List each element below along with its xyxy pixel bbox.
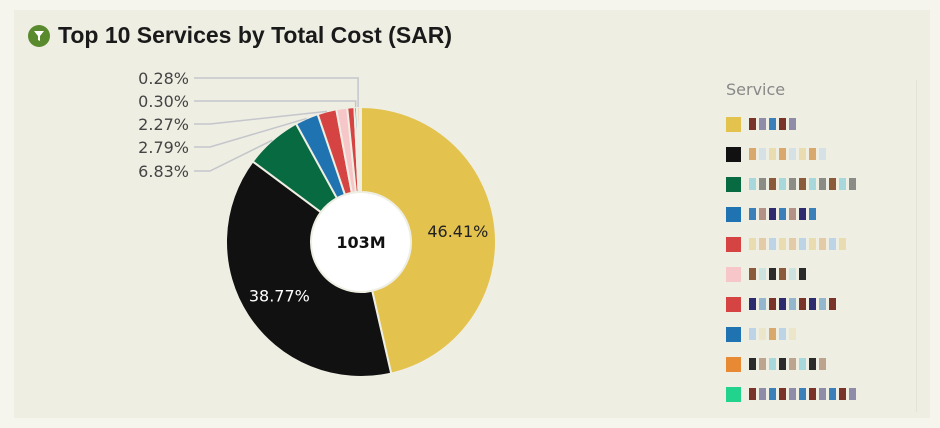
redacted-service-name (749, 388, 856, 400)
redacted-service-name (749, 358, 826, 370)
slice-9[interactable] (358, 105, 362, 194)
chart-panel: Top 10 Services by Total Cost (SAR) 46.4… (14, 10, 930, 418)
legend-swatch (726, 206, 741, 222)
legend-swatch (726, 386, 741, 402)
redacted-service-name (749, 208, 816, 220)
redacted-service-name (749, 268, 806, 280)
donut-hole (312, 193, 410, 291)
legend-swatch (726, 146, 741, 162)
center-total-label: 103M (336, 233, 385, 252)
legend-swatch (726, 266, 741, 282)
data-label-0: 46.41% (427, 222, 488, 241)
legend-item[interactable] (726, 109, 916, 139)
redacted-service-name (749, 328, 796, 340)
leader-line-7 (194, 100, 357, 108)
legend-item[interactable] (726, 259, 916, 289)
data-label-4: 2.27% (138, 115, 189, 134)
legend-swatch (726, 176, 741, 192)
redacted-service-name (749, 238, 846, 250)
legend-item[interactable] (726, 139, 916, 169)
legend: Service (726, 80, 917, 412)
chart-title: Top 10 Services by Total Cost (SAR) (28, 22, 452, 49)
leader-line-2 (194, 139, 273, 172)
legend-item[interactable] (726, 349, 916, 379)
redacted-service-name (749, 118, 796, 130)
data-label-3: 2.79% (138, 138, 189, 157)
leader-line-3 (194, 117, 307, 148)
data-label-2: 6.83% (138, 162, 189, 181)
legend-item[interactable] (726, 199, 916, 229)
slice-0[interactable] (360, 105, 497, 375)
legend-swatch (726, 236, 741, 252)
redacted-service-name (749, 298, 836, 310)
legend-item[interactable] (726, 229, 916, 259)
legend-swatch (726, 326, 741, 342)
legend-item[interactable] (726, 169, 916, 199)
data-label-1: 38.77% (249, 286, 310, 305)
legend-swatch (726, 116, 741, 132)
redacted-service-name (749, 148, 826, 160)
leader-line-4 (194, 110, 327, 125)
legend-item[interactable] (726, 289, 916, 319)
legend-swatch (726, 356, 741, 372)
donut-chart: 46.41% 38.77% 0.28% 0.30% 2.27% 2.79% 6.83% 103… (138, 69, 497, 378)
leader-line-8 (194, 77, 359, 108)
redacted-service-name (749, 178, 856, 190)
data-label-8: 0.28% (138, 69, 189, 88)
legend-swatch (726, 296, 741, 312)
slice-1[interactable] (225, 160, 393, 378)
legend-item[interactable] (726, 319, 916, 349)
filter-icon[interactable] (28, 24, 50, 47)
title-text: Top 10 Services by Total Cost (SAR) (58, 22, 453, 48)
data-label-7: 0.30% (138, 92, 189, 111)
legend-title: Service (726, 80, 786, 99)
legend-item[interactable] (726, 379, 916, 409)
